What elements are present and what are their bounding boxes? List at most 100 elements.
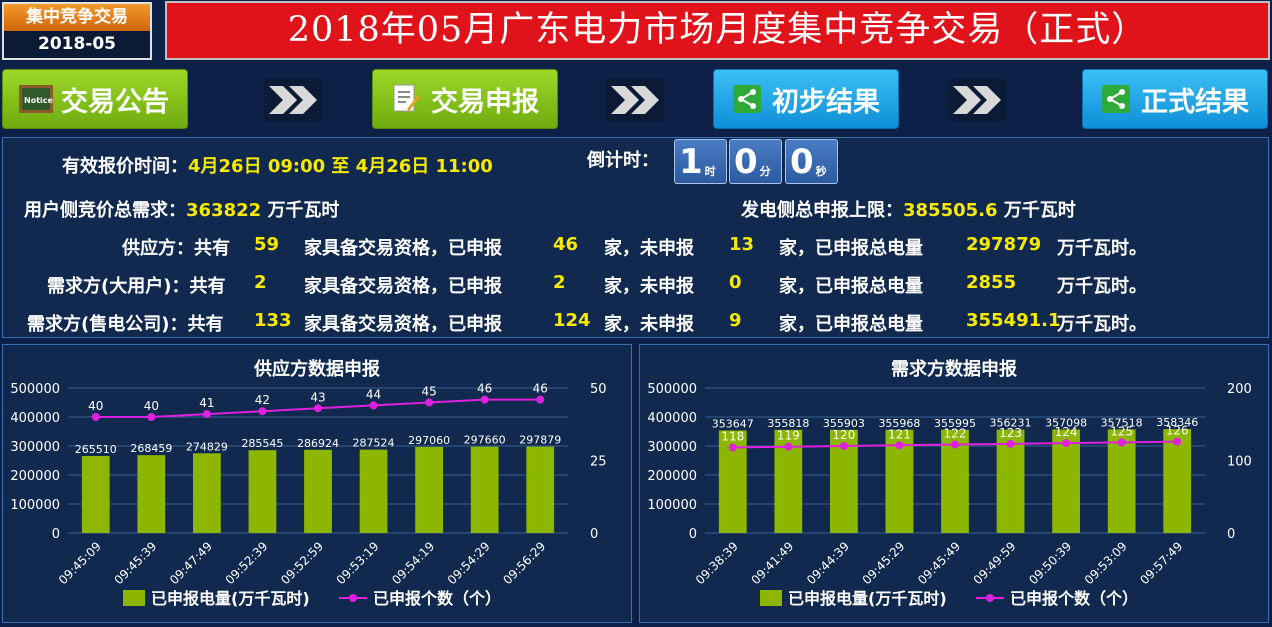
legend-line-label: 已申报个数（个）	[1010, 589, 1138, 608]
trade-info-panel	[2, 137, 1269, 338]
line-point	[147, 413, 156, 421]
retailer-name: 需求方(售电公司)：共有	[27, 314, 224, 335]
user-demand-label: 用户侧竞价总需求：	[24, 200, 186, 221]
y-right-tick-label: 50	[590, 382, 607, 397]
line-point	[728, 443, 737, 452]
header: 集中竞争交易 2018-05 2018年05月广东电力市场月度集中竞争交易（正式…	[0, 0, 1272, 62]
y-left-tick-label: 0	[52, 527, 60, 542]
y-left-tick-label: 300000	[647, 440, 697, 455]
bar	[1163, 429, 1192, 533]
retailer-declared: 124	[553, 310, 591, 331]
y-right-tick-label: 100	[1227, 455, 1252, 470]
supplier-chart-panel: 供应方数据申报 0 100000 200000 300000 400000 500000 0…	[2, 344, 632, 623]
y-left-tick-label: 300000	[10, 440, 60, 455]
x-tick-label: 09:50:39	[1026, 539, 1074, 587]
y-left-tick-label: 500000	[647, 382, 697, 397]
line-value-label: 41	[199, 396, 214, 410]
valid-time-value: 4月26日 09:00 至 4月26日 11:00	[188, 156, 493, 177]
line-value-label: 45	[421, 385, 436, 399]
legend-bar-swatch	[760, 590, 782, 606]
supplier-declared: 46	[553, 234, 579, 255]
bar-value-label: 268459	[130, 442, 172, 455]
bar-value-label: 358346	[1156, 416, 1198, 429]
line-value-label: 125	[1110, 424, 1133, 438]
badge-month: 2018-05	[4, 31, 150, 58]
bar-value-label: 287524	[353, 437, 395, 450]
nav-label: 正式结果	[1141, 86, 1249, 118]
y-right-tick-label: 200	[1227, 382, 1252, 397]
x-tick-label: 09:52:39	[223, 539, 271, 587]
page-title: 2018年05月广东电力市场月度集中竞争交易（正式）	[287, 10, 1148, 50]
line-point	[839, 442, 848, 450]
x-tick-label: 09:53:09	[1082, 539, 1130, 587]
x-tick-label: 09:52:59	[278, 539, 326, 587]
line-value-label: 46	[533, 382, 548, 396]
chart-title: 供应方数据申报	[254, 359, 380, 380]
large-user-text-4: 万千瓦时。	[1057, 276, 1147, 297]
line-point	[1062, 439, 1071, 448]
bar-value-label: 355995	[934, 417, 976, 430]
x-tick-label: 09:44:39	[804, 539, 852, 587]
legend-bar-label: 已申报电量(万千瓦时)	[151, 589, 310, 608]
countdown-minutes-unit: 分	[759, 165, 771, 178]
bar-value-label: 357518	[1101, 416, 1143, 429]
line-point	[895, 441, 904, 450]
y-right-tick-label: 25	[590, 455, 607, 470]
bar-value-label: 355818	[767, 417, 809, 430]
legend-line-marker	[986, 594, 994, 602]
bar-value-label: 297879	[519, 434, 561, 447]
countdown-label: 倒计时：	[587, 150, 659, 171]
svg-text:Notice: Notice	[24, 96, 54, 105]
bar	[359, 449, 388, 533]
line-point	[1117, 438, 1126, 447]
bar	[526, 446, 555, 533]
chevron-right-icon	[606, 79, 664, 121]
nav-button-announcement[interactable]: Notice 交易公告	[2, 69, 188, 129]
nav-label: 交易申报	[431, 86, 539, 118]
supplier-energy: 297879	[966, 234, 1042, 255]
valid-time-row: 有效报价时间：4月26日 09:00 至 4月26日 11:00	[62, 152, 493, 178]
nav-label: 初步结果	[772, 86, 880, 118]
bar-value-label: 297060	[408, 434, 450, 447]
x-tick-label: 09:56:29	[500, 539, 548, 587]
line-point	[314, 404, 322, 413]
bar	[81, 456, 110, 533]
bar-value-label: 355968	[878, 417, 920, 430]
bar	[470, 446, 499, 533]
x-tick-label: 09:53:19	[334, 539, 382, 587]
nav-button-preliminary-result[interactable]: 初步结果	[713, 69, 899, 129]
user-demand-unit: 万千瓦时	[267, 200, 340, 221]
y-left-tick-label: 100000	[10, 498, 60, 513]
x-tick-label: 09:47:49	[167, 539, 215, 587]
nav-label: 交易公告	[61, 86, 169, 118]
share-icon	[728, 83, 766, 115]
retailer-text-3: 家，已申报总电量	[779, 314, 923, 335]
bar-value-label: 285545	[241, 437, 283, 450]
countdown-seconds-value: 0	[790, 142, 814, 182]
countdown-hours-unit: 时	[704, 165, 716, 178]
demand-chart-panel: 需求方数据申报 0 100000 200000 300000 400000 500000 0…	[639, 344, 1269, 623]
nav-button-declaration[interactable]: 交易申报	[372, 69, 558, 129]
retailer-energy: 355491.1	[966, 310, 1061, 331]
legend-line-marker	[349, 594, 357, 602]
large-user-text-1: 家具备交易资格，已申报	[304, 276, 502, 297]
line-value-label: 126	[1166, 424, 1189, 438]
supplier-text-2: 家，未申报	[604, 238, 694, 259]
large-user-text-2: 家，未申报	[604, 276, 694, 297]
chevron-right-icon	[948, 79, 1006, 121]
y-left-tick-label: 400000	[10, 411, 60, 426]
line-value-label: 46	[477, 382, 492, 396]
large-user-energy: 2855	[966, 272, 1017, 293]
document-edit-icon	[387, 83, 425, 115]
nav-button-final-result[interactable]: 正式结果	[1082, 69, 1268, 129]
line-value-label: 40	[88, 399, 103, 413]
large-user-declared: 2	[553, 272, 566, 293]
legend-line-label: 已申报个数（个）	[373, 589, 501, 608]
legend-bar-swatch	[123, 590, 145, 606]
retailer-undeclared: 9	[729, 310, 742, 331]
large-user-total: 2	[254, 272, 267, 293]
line-value-label: 118	[721, 429, 744, 443]
line-point	[1173, 437, 1182, 446]
